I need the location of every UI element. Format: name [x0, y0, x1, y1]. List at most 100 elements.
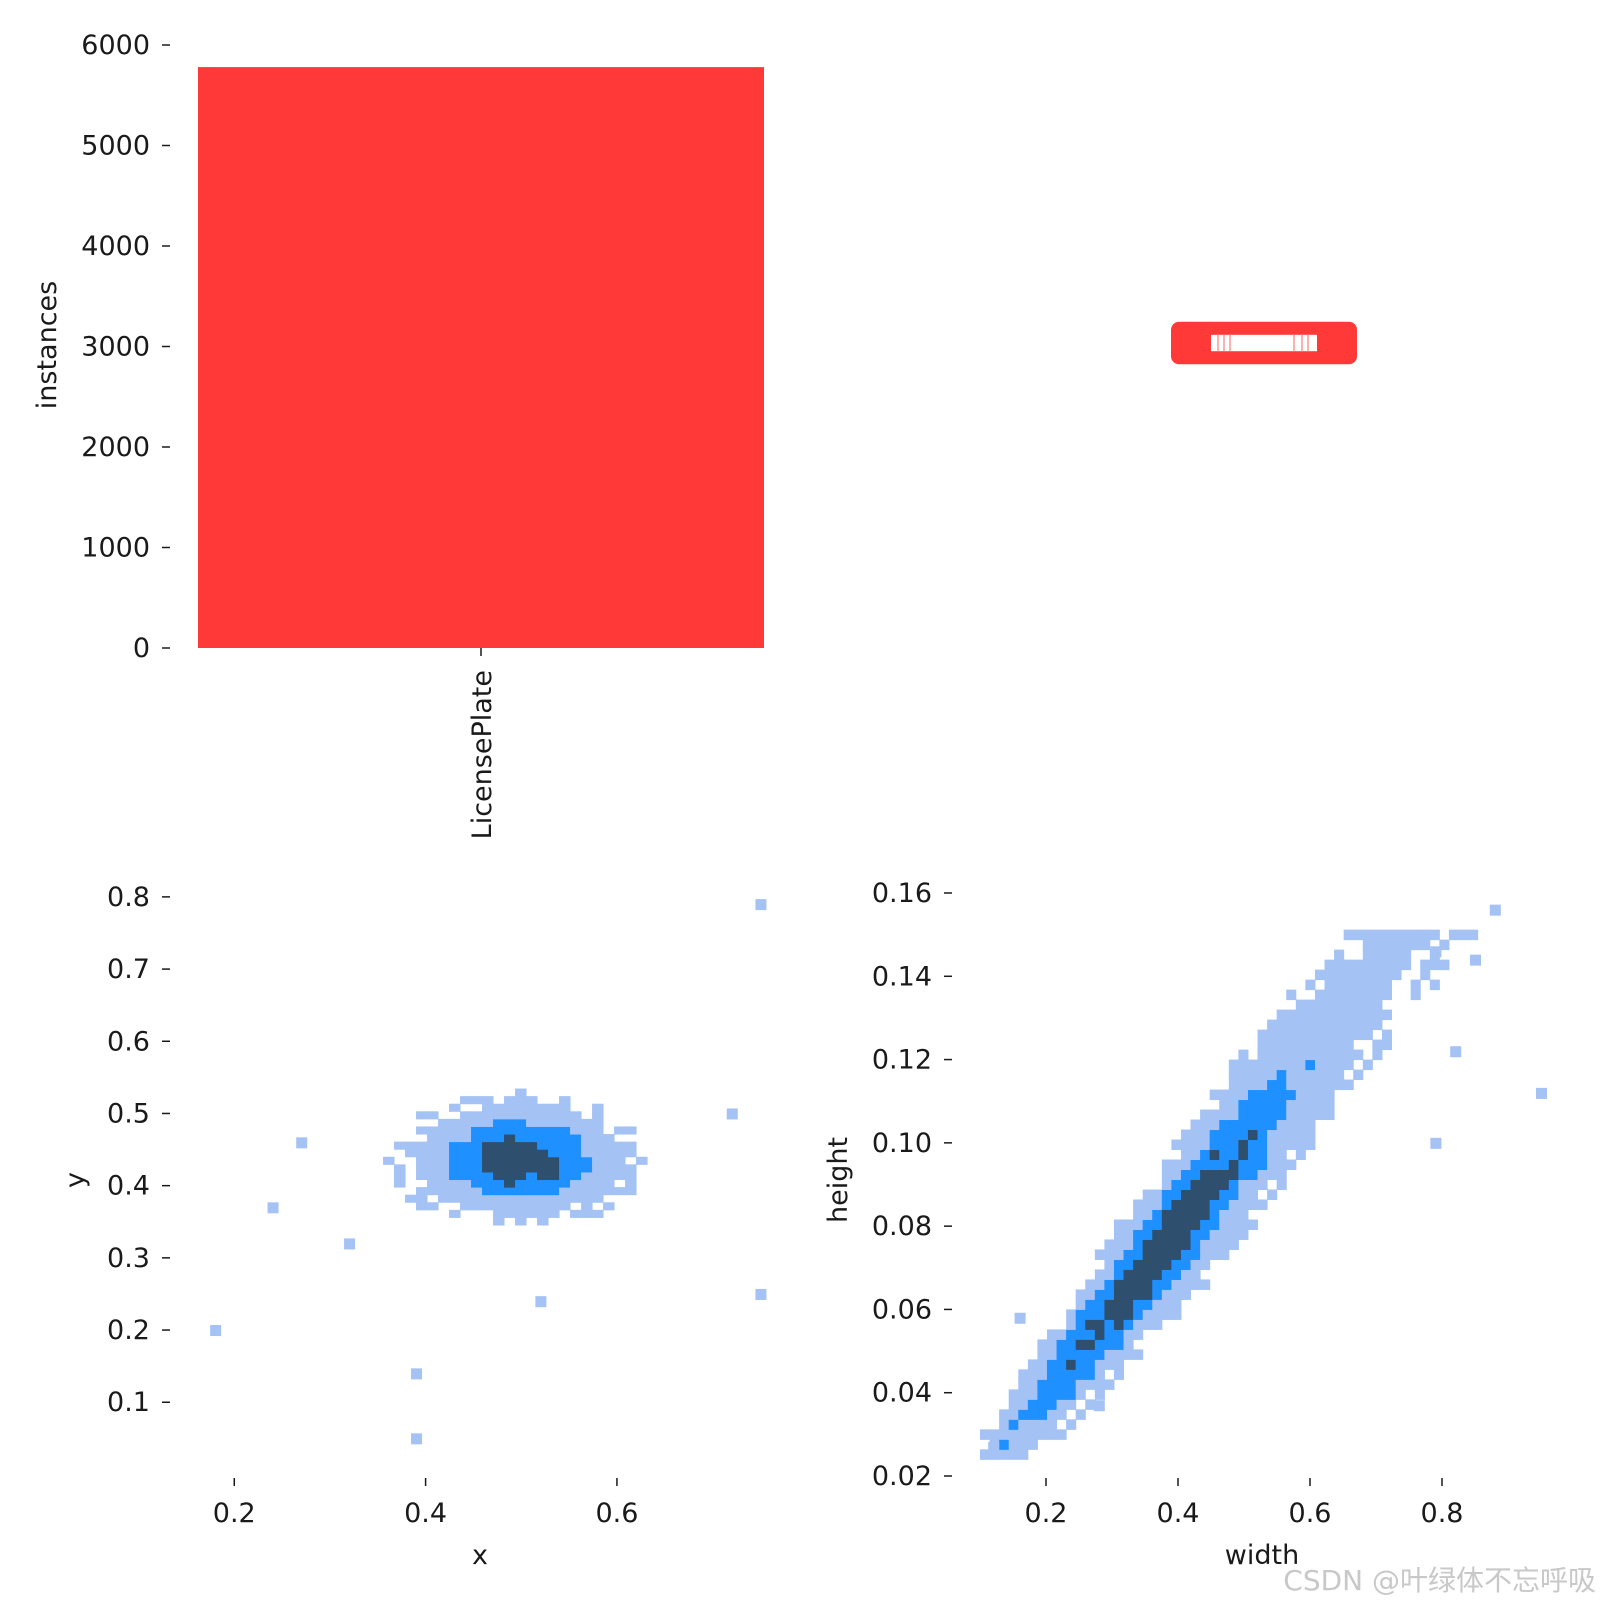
wh-histogram-cell	[1286, 1019, 1297, 1031]
xy-histogram-cell	[471, 1149, 483, 1158]
wh-histogram-cell	[1152, 1219, 1163, 1230]
xy-histogram-cell	[592, 1164, 604, 1173]
wh-histogram-cell	[1008, 1399, 1019, 1410]
wh-histogram-cell	[1161, 1159, 1172, 1171]
wh-histogram-cell	[1267, 1189, 1278, 1200]
xy-histogram-cell	[493, 1141, 505, 1150]
bar-x-tick-label: LicensePlate	[467, 670, 498, 839]
wh-histogram-cell	[1200, 1239, 1211, 1250]
xy-histogram-cell	[570, 1171, 582, 1181]
wh-histogram-cell	[1257, 1099, 1268, 1111]
wh-histogram-cell	[1152, 1259, 1163, 1270]
wh-histogram-cell	[1276, 1049, 1287, 1061]
wh-histogram-cell	[1219, 1149, 1230, 1161]
wh-histogram-cell	[1123, 1319, 1134, 1330]
wh-histogram-cell	[1381, 929, 1393, 941]
xy-histogram-cell	[570, 1164, 582, 1173]
wh-histogram-cell	[1267, 1139, 1278, 1151]
xy-histogram-cell	[537, 1202, 549, 1211]
xy-y-tick-label: 0.7	[107, 954, 150, 985]
wh-histogram-cell	[1133, 1299, 1144, 1310]
xy-histogram-cell	[394, 1179, 406, 1188]
wh-histogram-cell	[1324, 1059, 1335, 1071]
wh-histogram-cell	[1238, 1159, 1249, 1171]
xy-histogram-cell	[581, 1156, 593, 1165]
wh-histogram-cell	[1094, 1369, 1105, 1380]
xy-histogram-cell	[449, 1134, 461, 1143]
wh-outlier-cell	[1470, 954, 1481, 966]
wh-histogram-cell	[1075, 1299, 1086, 1310]
xy-histogram-cell	[581, 1179, 593, 1188]
wh-histogram-cell	[1314, 1079, 1326, 1091]
wh-histogram-cell	[1439, 939, 1450, 951]
wh-histogram-cell	[1018, 1389, 1029, 1400]
wh-histogram-cell	[1190, 1209, 1201, 1220]
wh-histogram-cell	[1085, 1349, 1096, 1360]
wh-histogram-cell	[1180, 1139, 1192, 1151]
wh-histogram-cell	[999, 1419, 1010, 1430]
wh-histogram-cell	[1324, 1109, 1335, 1121]
wh-histogram-cell	[1353, 979, 1364, 991]
wh-histogram-cell	[1343, 989, 1354, 1001]
wh-histogram-cell	[1180, 1259, 1192, 1270]
wh-histogram-cell	[999, 1449, 1010, 1460]
wh-histogram-cell	[1190, 1199, 1201, 1210]
xy-y-tick-label: 0.4	[107, 1171, 150, 1202]
wh-histogram-cell	[1334, 1009, 1345, 1021]
wh-histogram-cell	[1267, 1069, 1278, 1081]
wh-histogram-cell	[1334, 969, 1345, 981]
xy-histogram-cell	[515, 1103, 527, 1112]
wh-histogram-cell	[1295, 1069, 1306, 1081]
wh-histogram-cell	[1257, 1129, 1268, 1141]
xy-histogram-cell	[592, 1209, 604, 1218]
wh-histogram-cell	[999, 1429, 1010, 1440]
wh-histogram-cell	[1056, 1379, 1067, 1390]
wh-histogram-cell	[1295, 1079, 1306, 1091]
wh-histogram-cell	[1334, 949, 1345, 961]
xy-histogram-cell	[471, 1156, 483, 1165]
wh-histogram-cell	[1171, 1229, 1182, 1240]
wh-histogram-cell	[1219, 1199, 1230, 1210]
wh-histogram-cell	[1104, 1249, 1115, 1260]
xy-histogram-cell	[493, 1209, 505, 1218]
xy-histogram-cell	[416, 1171, 428, 1181]
wh-histogram-cell	[1324, 1009, 1335, 1021]
xy-histogram-cell	[559, 1111, 571, 1120]
wh-histogram-cell	[1362, 969, 1373, 981]
wh-histogram-cell	[1247, 1169, 1259, 1181]
xy-histogram-cell	[537, 1171, 549, 1181]
wh-histogram-cell	[1180, 1239, 1192, 1250]
wh-histogram-cell	[1334, 1029, 1345, 1041]
xy-histogram-cell	[438, 1179, 450, 1188]
xy-histogram-cell	[460, 1164, 472, 1173]
wh-x-tick-label: 0.4	[1157, 1498, 1200, 1529]
wh-histogram-cell	[1276, 1059, 1287, 1071]
xy-histogram-cell	[504, 1103, 516, 1112]
wh-x-axis-label: width	[1225, 1540, 1299, 1571]
xy-histogram-cell	[394, 1164, 406, 1173]
xy-histogram-cell	[559, 1141, 571, 1150]
wh-histogram-cell	[1094, 1329, 1105, 1340]
xy-histogram-cell	[559, 1149, 571, 1158]
wh-histogram-cell	[1267, 1049, 1278, 1061]
wh-histogram-cell	[1247, 1079, 1259, 1091]
wh-histogram-cell	[1161, 1309, 1172, 1320]
wh-histogram-cell	[1171, 1279, 1182, 1290]
xy-histogram-cell	[581, 1141, 593, 1150]
xy-histogram-cell	[559, 1171, 571, 1181]
wh-histogram-cell	[1228, 1109, 1239, 1121]
wh-histogram-cell	[1334, 1049, 1345, 1061]
xy-histogram-cell	[548, 1171, 560, 1181]
wh-histogram-cell	[1372, 1009, 1383, 1021]
wh-histogram-cell	[1238, 1189, 1249, 1200]
wh-histogram-cell	[1343, 929, 1354, 941]
wh-histogram-cell	[1161, 1199, 1172, 1210]
wh-histogram-cell	[1171, 1219, 1182, 1230]
wh-y-tick-label: 0.12	[872, 1045, 932, 1076]
wh-histogram-cell	[1429, 929, 1440, 941]
wh-histogram-cell	[1037, 1399, 1048, 1410]
wh-histogram-cell	[1257, 1179, 1268, 1190]
wh-histogram-cell	[1171, 1199, 1182, 1210]
wh-histogram-cell	[1257, 1119, 1268, 1131]
xy-histogram-cell	[515, 1141, 527, 1150]
